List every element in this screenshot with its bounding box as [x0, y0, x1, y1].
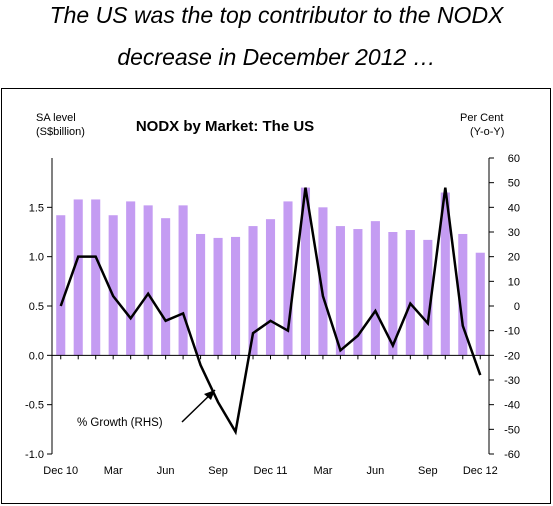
right-tick-label: 40 — [508, 202, 520, 214]
bar-12 — [265, 219, 276, 356]
right-tick-label: 20 — [508, 252, 520, 264]
x-tick-label: Sep — [418, 465, 438, 477]
bar-11 — [248, 226, 258, 356]
right-axis-label-line1: Per Cent — [460, 112, 503, 124]
right-tick-label: -10 — [504, 326, 520, 338]
x-tick-label: Jun — [367, 465, 385, 477]
x-tick-label: Dec 11 — [253, 465, 287, 477]
x-tick-label: Jun — [157, 465, 175, 477]
right-tick-label: 30 — [508, 227, 520, 239]
left-tick-label: 1.5 — [29, 202, 44, 214]
right-tick-label: -50 — [504, 424, 520, 436]
bar-0 — [56, 215, 66, 356]
headline-line-2: decrease in December 2012 … — [117, 44, 436, 70]
right-tick-label: 10 — [508, 276, 520, 288]
bar-13 — [283, 201, 293, 356]
bar-10 — [231, 236, 241, 356]
left-tick-label: 0.0 — [29, 350, 44, 362]
left-tick-label: 0.5 — [29, 301, 44, 313]
bar-24 — [475, 252, 485, 356]
right-tick-label: -40 — [504, 400, 520, 412]
x-axis-ticks: Dec 10 Mar Jun Sep Dec 11 Mar Jun Sep Dec 12 — [43, 355, 498, 477]
x-tick-label: Mar — [104, 465, 123, 477]
bar-21 — [423, 239, 433, 356]
growth-annotation-label: % Growth (RHS) — [77, 417, 163, 429]
bar-2 — [91, 199, 101, 356]
bar-1 — [73, 199, 83, 356]
left-axis-ticks: 1.5 1.0 0.5 0.0 -0.5 -1.0 — [25, 202, 52, 461]
chart-border — [1, 88, 551, 504]
right-tick-label: 50 — [508, 178, 520, 190]
right-tick-label: -20 — [504, 350, 520, 362]
left-axis-label-line1: SA level — [36, 112, 76, 124]
x-tick-label: Dec 10 — [43, 465, 78, 477]
right-tick-label: 60 — [508, 153, 520, 165]
bar-8 — [196, 233, 206, 356]
left-tick-label: -0.5 — [25, 400, 44, 412]
x-tick-label: Mar — [313, 465, 332, 477]
bar-6 — [161, 218, 171, 356]
right-tick-label: 0 — [514, 301, 520, 313]
bar-19 — [388, 232, 398, 356]
x-tick-label: Sep — [208, 465, 228, 477]
bar-23 — [458, 233, 468, 356]
bar-18 — [370, 221, 380, 356]
right-tick-label: -60 — [504, 449, 520, 461]
bar-5 — [143, 205, 153, 356]
x-tick-label: Dec 12 — [463, 465, 498, 477]
left-tick-label: 1.0 — [29, 252, 44, 264]
growth-line-series — [59, 187, 482, 436]
bar-22 — [440, 192, 450, 356]
bar-20 — [405, 230, 415, 356]
bar-15 — [318, 207, 328, 356]
bar-series — [56, 187, 485, 356]
headline-line-1: The US was the top contributor to the NO… — [49, 2, 504, 28]
right-tick-label: -30 — [504, 375, 520, 387]
left-tick-label: -1.0 — [25, 449, 44, 461]
right-axis-ticks: 60 50 40 30 20 10 0 -10 -20 -30 -40 -50 -60 — [489, 153, 520, 461]
bar-7 — [178, 205, 188, 356]
left-axis-label-line2: (S$billion) — [36, 126, 85, 138]
bar-9 — [213, 237, 223, 356]
bar-14 — [300, 187, 311, 356]
bar-3 — [108, 215, 118, 356]
bar-4 — [126, 201, 136, 356]
annotation-arrow-head — [204, 390, 215, 400]
bar-16 — [335, 226, 345, 356]
chart-title: NODX by Market: The US — [136, 118, 314, 135]
right-axis-label-line2: (Y-o-Y) — [470, 126, 504, 138]
bar-17 — [353, 229, 363, 356]
